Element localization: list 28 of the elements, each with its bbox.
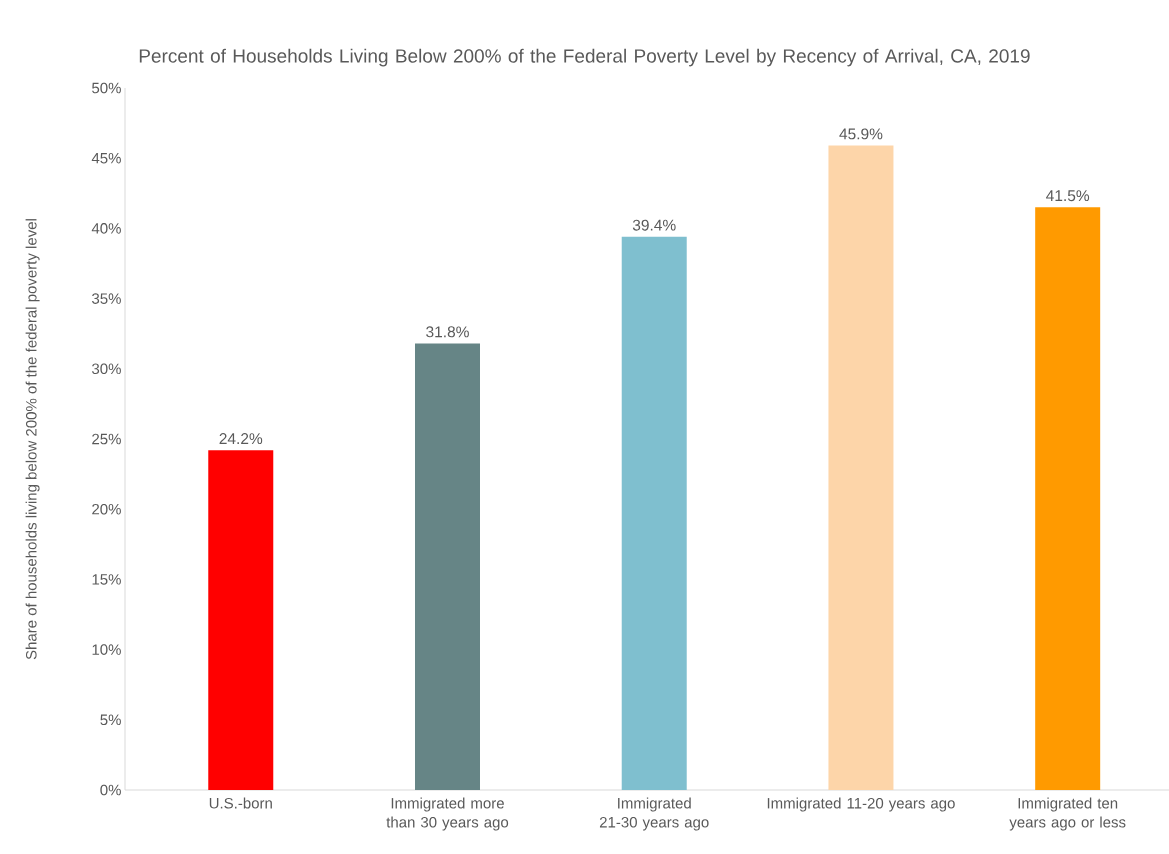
- y-tick-label: 0%: [100, 784, 121, 796]
- data-label: 39.4%: [632, 219, 676, 231]
- y-axis-title: Share of households living below 200% of the federal poverty level: [25, 219, 40, 660]
- y-tick-label: 30%: [92, 363, 121, 375]
- data-label: 24.2%: [219, 433, 263, 445]
- data-label: 41.5%: [1046, 190, 1090, 202]
- bar: [621, 236, 687, 790]
- x-tick-label: U.S.-born: [209, 797, 272, 809]
- bar: [415, 343, 480, 790]
- y-tick-label: 45%: [91, 152, 121, 164]
- y-tick-label: 35%: [92, 293, 121, 304]
- bar: [1035, 207, 1101, 790]
- y-tick-label: 40%: [91, 223, 121, 234]
- x-tick-label: Immigrated 11-20 years ago: [767, 797, 955, 812]
- y-tick-label: 20%: [92, 503, 121, 515]
- x-tick-label: Immigrated ten years ago or less: [1009, 797, 1126, 831]
- chart-title: Percent of Households Living Below 200% of the Federal Poverty Level by Recency of Arrival, CA, 2019: [139, 48, 1030, 67]
- data-label: 31.8%: [426, 326, 469, 338]
- x-tick-label: Immigrated 21-30 years ago: [599, 797, 709, 831]
- y-tick-label: 15%: [92, 574, 121, 585]
- bar: [828, 145, 894, 790]
- bar: [208, 450, 274, 790]
- y-tick-label: 10%: [92, 644, 121, 655]
- y-tick-label: 50%: [92, 82, 121, 94]
- data-label: 45.9%: [839, 128, 883, 140]
- x-tick-label: Immigrated more than 30 years ago: [386, 797, 509, 831]
- y-tick-label: 25%: [92, 433, 121, 445]
- y-tick-label: 5%: [100, 714, 121, 726]
